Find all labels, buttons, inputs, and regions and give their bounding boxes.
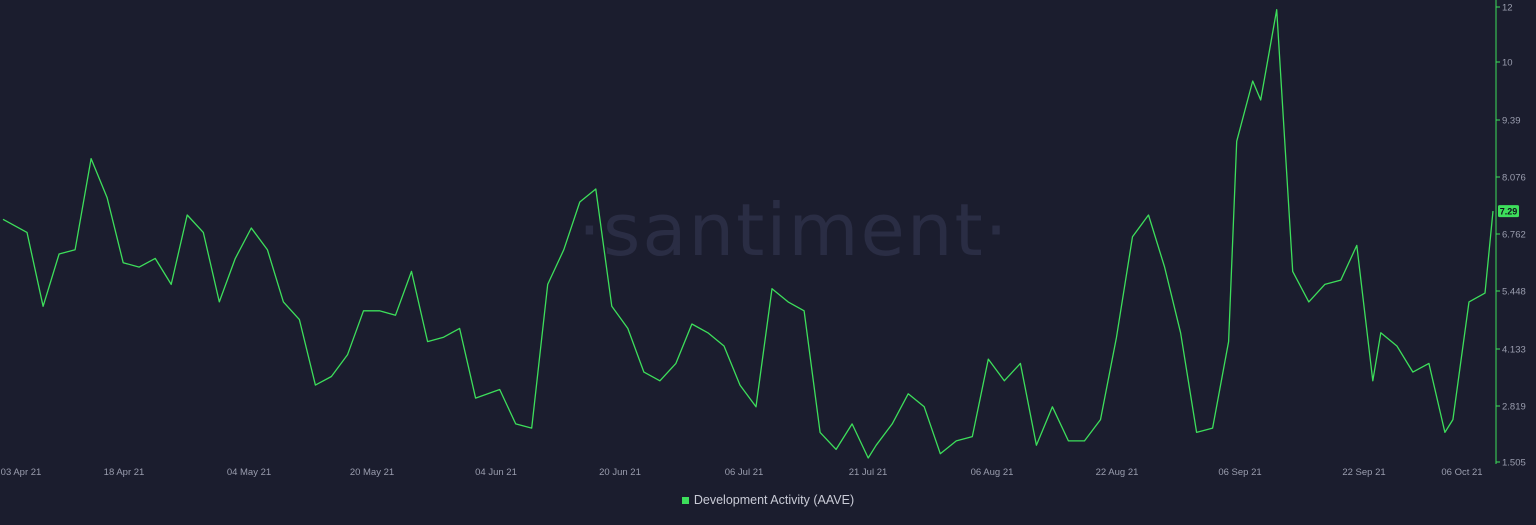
x-tick-label: 03 Apr 21 bbox=[1, 467, 42, 478]
current-value-label: 7.29 bbox=[1500, 207, 1518, 217]
x-tick-label: 20 Jun 21 bbox=[599, 467, 641, 478]
y-tick-label: 6.762 bbox=[1502, 230, 1526, 241]
y-tick-label: 10 bbox=[1502, 58, 1513, 69]
x-tick-label: 04 May 21 bbox=[227, 467, 271, 478]
x-tick-label: 20 May 21 bbox=[350, 467, 394, 478]
legend-label: Development Activity (AAVE) bbox=[693, 493, 855, 507]
x-tick-label: 22 Sep 21 bbox=[1342, 467, 1385, 478]
x-tick-label: 04 Jun 21 bbox=[475, 467, 517, 478]
x-tick-label: 06 Aug 21 bbox=[971, 467, 1014, 478]
y-tick-label: 4.133 bbox=[1502, 345, 1526, 356]
y-tick-label: 1.505 bbox=[1502, 458, 1526, 469]
x-tick-label: 18 Apr 21 bbox=[104, 467, 145, 478]
axis-layer: 1.505 2.819 4.133 5.448 6.762 8.076 9.39 10 12 03… bbox=[1, 0, 1526, 478]
x-tick-label: 06 Jul 21 bbox=[725, 467, 764, 478]
y-tick-label: 12 bbox=[1502, 3, 1513, 14]
y-tick-label: 9.39 bbox=[1502, 116, 1521, 127]
line-layer bbox=[2, 9, 1494, 459]
current-value-badge bbox=[1498, 205, 1519, 218]
series-line-development-activity[interactable] bbox=[2, 9, 1494, 459]
y-tick-label: 2.819 bbox=[1502, 402, 1526, 413]
chart-legend[interactable]: Development Activity (AAVE) bbox=[0, 493, 1536, 507]
x-tick-label: 06 Sep 21 bbox=[1218, 467, 1261, 478]
y-tick-label: 5.448 bbox=[1502, 287, 1526, 298]
x-tick-label: 21 Jul 21 bbox=[849, 467, 888, 478]
legend-swatch bbox=[681, 497, 689, 504]
y-tick-label: 8.076 bbox=[1502, 173, 1526, 184]
x-tick-label: 06 Oct 21 bbox=[1441, 467, 1482, 478]
x-tick-label: 22 Aug 21 bbox=[1096, 467, 1139, 478]
